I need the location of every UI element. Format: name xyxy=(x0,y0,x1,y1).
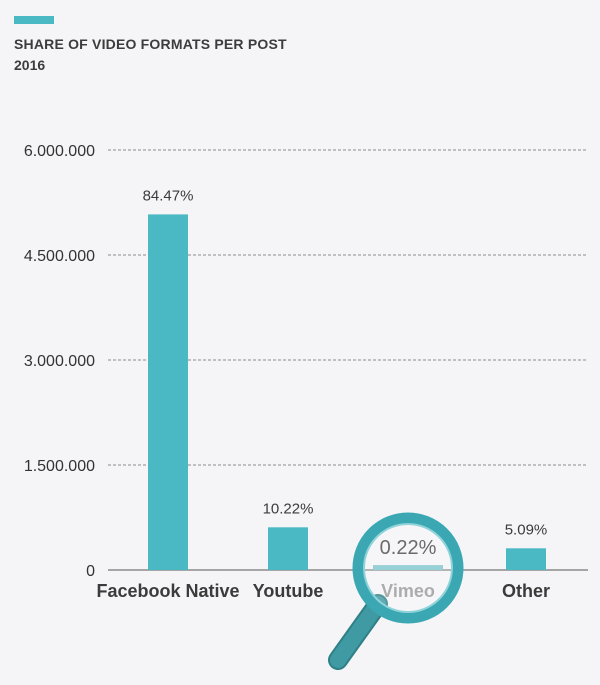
y-tick-label: 4.500.000 xyxy=(24,248,95,265)
magnifier-ring xyxy=(352,512,464,624)
bar xyxy=(373,565,443,570)
y-tick-label: 1.500.000 xyxy=(24,458,95,475)
value-label: 10.22% xyxy=(263,500,314,517)
labels: 0 1.500.000 3.000.000 4.500.000 6.000.000 84.… xyxy=(24,143,550,601)
value-label: 84.47% xyxy=(143,187,194,204)
chart-subtitle: 2016 xyxy=(14,57,46,73)
category-label: Vimeo xyxy=(381,581,435,601)
y-tick-label: 0 xyxy=(86,563,95,580)
y-tick-label: 6.000.000 xyxy=(24,143,95,160)
category-label: Youtube xyxy=(253,581,324,601)
bars xyxy=(148,214,546,570)
bar xyxy=(148,214,188,570)
magnifier-handle xyxy=(330,596,386,668)
chart-title: SHARE OF VIDEO FORMATS PER POST xyxy=(14,36,287,52)
y-tick-label: 3.000.000 xyxy=(24,353,95,370)
value-label: 5.09% xyxy=(505,521,548,538)
magnifying-glass-icon xyxy=(328,512,464,670)
accent-bar xyxy=(14,16,54,24)
value-label: 0.22% xyxy=(380,537,437,559)
bar xyxy=(506,548,546,570)
category-label: Other xyxy=(502,581,550,601)
magnifier-inner-ring xyxy=(363,523,453,613)
category-label: Facebook Native xyxy=(96,581,239,601)
bar xyxy=(268,527,308,570)
